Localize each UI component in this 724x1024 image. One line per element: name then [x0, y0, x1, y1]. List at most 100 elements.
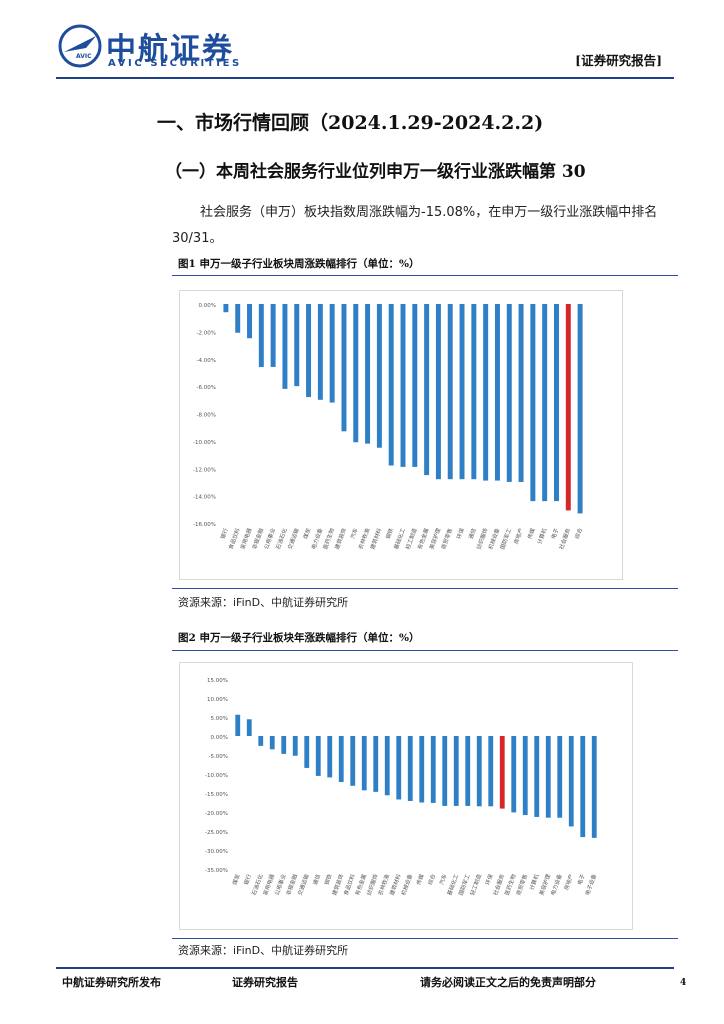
bar — [419, 736, 425, 803]
x-category-label: 通信 — [466, 526, 477, 540]
bar — [373, 736, 379, 792]
subsection-heading: （一）本周社会服务行业位列申万一级行业涨跌幅第 30 — [165, 162, 586, 182]
x-category-label: 电子 — [575, 872, 586, 886]
bar — [281, 736, 287, 754]
bar — [384, 736, 390, 796]
company-name-cn: 中航证券 — [106, 32, 234, 67]
bar — [246, 719, 252, 736]
bar — [235, 714, 241, 736]
bar — [494, 304, 500, 481]
x-category-label: 综合 — [573, 526, 584, 540]
y-tick-label: -14.00% — [193, 495, 216, 501]
footer-publisher: 中航证券研究所发布 — [62, 976, 161, 989]
bar — [353, 304, 359, 443]
bar — [557, 736, 563, 818]
bar — [327, 736, 333, 778]
x-category-label: 房地产 — [512, 526, 525, 545]
figure1-top-rule — [172, 275, 678, 276]
bar — [435, 304, 441, 480]
figure1-title: 图1 申万一级子行业板块周涨跌幅排行（单位：%） — [178, 258, 420, 270]
y-tick-label: 0.00% — [211, 735, 228, 741]
x-category-label: 环保 — [483, 872, 494, 886]
x-category-label: 煤炭 — [230, 872, 241, 886]
bar — [235, 304, 241, 333]
x-category-label: 钢铁 — [322, 872, 333, 886]
bar — [338, 736, 344, 782]
figure1-chart: 0.00% -2.00% -4.00% -6.00% -8.00% -10.00% -12.… — [179, 290, 623, 580]
bar — [306, 304, 312, 398]
bar — [317, 304, 323, 400]
figure2-top-rule — [172, 650, 678, 651]
x-category-label: 综合 — [426, 872, 437, 886]
bar — [388, 304, 394, 466]
svg-text:AVIC: AVIC — [76, 53, 92, 60]
bar — [511, 736, 517, 813]
y-tick-label: -20.00% — [205, 811, 228, 817]
x-category-label: 银行 — [242, 872, 253, 886]
bar — [350, 736, 356, 786]
bar — [518, 304, 524, 482]
bar — [258, 304, 264, 367]
bar — [294, 304, 300, 387]
footer-report-type: 证券研究报告 — [232, 976, 298, 989]
y-tick-label: 15.00% — [207, 678, 228, 684]
figure2-svg: 15.00% 10.00% 5.00% 0.00% -5.00% -10.00% -15.0… — [205, 678, 598, 896]
bar — [565, 304, 571, 511]
bar — [580, 736, 586, 838]
bar — [577, 304, 583, 514]
y-tick-label: -10.00% — [193, 440, 216, 446]
bar — [341, 304, 347, 432]
header-divider — [56, 77, 674, 79]
figure2-chart: 15.00% 10.00% 5.00% 0.00% -5.00% -10.00% -15.0… — [179, 662, 633, 930]
bar — [568, 736, 574, 827]
x-category-label: 环保 — [455, 526, 466, 540]
bar — [282, 304, 288, 389]
x-category-label: 汽车 — [348, 526, 359, 540]
x-category-label: 传媒 — [414, 872, 425, 886]
bar — [488, 736, 494, 807]
bar — [304, 736, 310, 768]
y-tick-label: 5.00% — [211, 716, 228, 722]
company-name-en: AVIC SECURITIES — [108, 58, 242, 69]
bar — [483, 304, 489, 481]
y-tick-label: -16.00% — [193, 522, 216, 528]
company-logo: AVIC — [56, 22, 256, 70]
y-tick-label: -8.00% — [197, 413, 216, 419]
bar — [315, 736, 321, 776]
bar — [459, 304, 465, 480]
figure1-svg: 0.00% -2.00% -4.00% -6.00% -8.00% -10.00% -12.… — [193, 303, 584, 550]
bar — [447, 304, 453, 480]
bar — [522, 736, 528, 816]
x-category-label: 通信 — [311, 872, 322, 886]
bar — [365, 304, 371, 444]
bar — [223, 304, 229, 313]
x-category-label: 煤炭 — [301, 526, 312, 540]
y-tick-label: -2.00% — [197, 330, 216, 336]
footer-disclaimer: 请务必阅读正文之后的免责声明部分 — [420, 976, 596, 989]
bar — [453, 736, 459, 806]
bar — [412, 304, 418, 467]
bar — [591, 736, 597, 838]
footer-divider — [56, 967, 674, 969]
y-tick-label: -5.00% — [209, 754, 228, 760]
figure2-source: 资源来源：iFinD、中航证券研究所 — [178, 944, 349, 957]
bar — [499, 736, 505, 809]
bar — [400, 304, 406, 467]
x-category-label: 电子 — [549, 526, 560, 540]
figure2-bottom-rule — [172, 938, 678, 939]
bar — [258, 736, 264, 746]
page-number: 4 — [680, 978, 687, 988]
y-tick-label: -25.00% — [205, 830, 228, 836]
bar — [292, 736, 298, 756]
summary-paragraph: 社会服务（申万）板块指数周涨跌幅为-15.08%，在申万一级行业涨跌幅中排名30… — [172, 205, 658, 246]
x-category-label: 房地产 — [562, 872, 575, 891]
bar — [269, 736, 275, 750]
bar — [534, 736, 540, 817]
bar — [442, 736, 448, 806]
bar — [396, 736, 402, 800]
bar — [545, 736, 551, 818]
y-tick-label: -4.00% — [197, 358, 216, 364]
bar — [506, 304, 512, 482]
figure1-bottom-rule — [172, 588, 678, 589]
y-tick-label: -12.00% — [193, 467, 216, 473]
